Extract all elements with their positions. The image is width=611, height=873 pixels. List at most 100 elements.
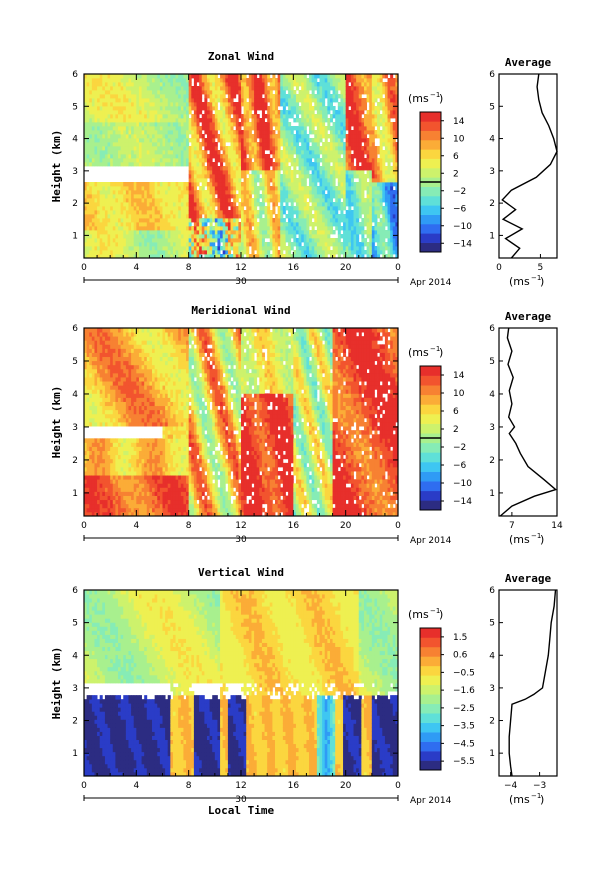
- heatmap-cell: [384, 214, 388, 219]
- heatmap-cell: [280, 90, 284, 95]
- heatmap-cell: [254, 154, 258, 159]
- heatmap-cell: [246, 146, 250, 151]
- heatmap-cell: [233, 110, 237, 115]
- heatmap-cell: [201, 126, 205, 131]
- heatmap-cell: [152, 206, 156, 211]
- heatmap-cell: [277, 82, 281, 87]
- heatmap-cell: [290, 146, 294, 151]
- heatmap-cell: [104, 130, 108, 135]
- heatmap-cell: [138, 226, 142, 231]
- heatmap-cell: [89, 186, 93, 191]
- heatmap-cell: [343, 114, 347, 119]
- heatmap-cell: [131, 222, 135, 227]
- heatmap-cell: [170, 86, 174, 91]
- heatmap-cell: [371, 190, 375, 195]
- heatmap-cell: [348, 194, 352, 199]
- heatmap-cell: [235, 214, 239, 219]
- heatmap-cell: [175, 194, 179, 199]
- heatmap-cell: [141, 198, 145, 203]
- heatmap-cell: [345, 246, 349, 251]
- heatmap-cell: [172, 74, 176, 79]
- heatmap-cell: [152, 194, 156, 199]
- heatmap-cell: [214, 78, 218, 83]
- heatmap-cell: [233, 238, 237, 243]
- heatmap-cell: [371, 130, 375, 135]
- heatmap-cell: [233, 134, 237, 139]
- heatmap-cell: [233, 230, 237, 235]
- heatmap-cell: [264, 142, 268, 147]
- heatmap-cell: [241, 250, 245, 255]
- heatmap-cell: [353, 218, 357, 223]
- heatmap-cell: [350, 130, 354, 135]
- heatmap-cell: [167, 74, 171, 79]
- heatmap-cell: [188, 198, 192, 203]
- heatmap-cell: [264, 250, 268, 255]
- heatmap-cell: [369, 90, 373, 95]
- heatmap-cell: [298, 226, 302, 231]
- heatmap-cell: [112, 94, 116, 99]
- heatmap-cell: [167, 86, 171, 91]
- heatmap-cell: [340, 94, 344, 99]
- heatmap-cell: [311, 106, 315, 111]
- heatmap-cell: [343, 194, 347, 199]
- heatmap-cell: [128, 150, 132, 155]
- heatmap-cell: [324, 226, 328, 231]
- heatmap-cell: [206, 90, 210, 95]
- heatmap-cell: [363, 118, 367, 123]
- heatmap-cell: [324, 230, 328, 235]
- heatmap-cell: [309, 238, 313, 243]
- heatmap-cell: [136, 246, 140, 251]
- heatmap-cell: [366, 170, 370, 175]
- heatmap-cell: [384, 138, 388, 143]
- heatmap-cell: [335, 222, 339, 227]
- heatmap-cell: [175, 210, 179, 215]
- heatmap-cell: [361, 138, 365, 143]
- heatmap-cell: [159, 90, 163, 95]
- heatmap-cell: [382, 86, 386, 91]
- heatmap-cell: [178, 210, 182, 215]
- heatmap-cell: [196, 234, 200, 239]
- heatmap-cell: [193, 130, 197, 135]
- heatmap-cell: [107, 254, 111, 259]
- heatmap-cell: [89, 246, 93, 251]
- heatmap-cell: [264, 246, 268, 251]
- heatmap-cell: [196, 122, 200, 127]
- heatmap-cell: [123, 222, 127, 227]
- heatmap-cell: [282, 166, 286, 171]
- heatmap-cell: [214, 246, 218, 251]
- heatmap-cell: [115, 134, 119, 139]
- heatmap-cell: [311, 122, 315, 127]
- heatmap-cell: [128, 142, 132, 147]
- heatmap-cell: [358, 86, 362, 91]
- heatmap-cell: [275, 230, 279, 235]
- heatmap-cell: [371, 102, 375, 107]
- heatmap-cell: [159, 106, 163, 111]
- heatmap-cell: [280, 206, 284, 211]
- heatmap-cell: [264, 178, 268, 183]
- heatmap-cell: [358, 198, 362, 203]
- heatmap-cell: [146, 222, 150, 227]
- heatmap-cell: [220, 182, 224, 187]
- heatmap-cell: [99, 98, 103, 103]
- heatmap-cell: [107, 238, 111, 243]
- heatmap-cell: [293, 242, 297, 247]
- heatmap-cell: [84, 94, 88, 99]
- heatmap-cell: [238, 114, 242, 119]
- heatmap-cell: [251, 86, 255, 91]
- heatmap-cell: [295, 210, 299, 215]
- heatmap-cell: [199, 126, 203, 131]
- heatmap-cell: [206, 170, 210, 175]
- heatmap-cell: [243, 170, 247, 175]
- heatmap-cell: [112, 186, 116, 191]
- heatmap-cell: [115, 198, 119, 203]
- heatmap-cell: [369, 118, 373, 123]
- heatmap-cell: [212, 154, 216, 159]
- heatmap-cell: [102, 242, 106, 247]
- heatmap-cell: [295, 162, 299, 167]
- heatmap-cell: [157, 214, 161, 219]
- heatmap-cell: [199, 118, 203, 123]
- heatmap-cell: [301, 138, 305, 143]
- heatmap-cell: [243, 194, 247, 199]
- heatmap-cell: [377, 246, 381, 251]
- heatmap-cell: [314, 250, 318, 255]
